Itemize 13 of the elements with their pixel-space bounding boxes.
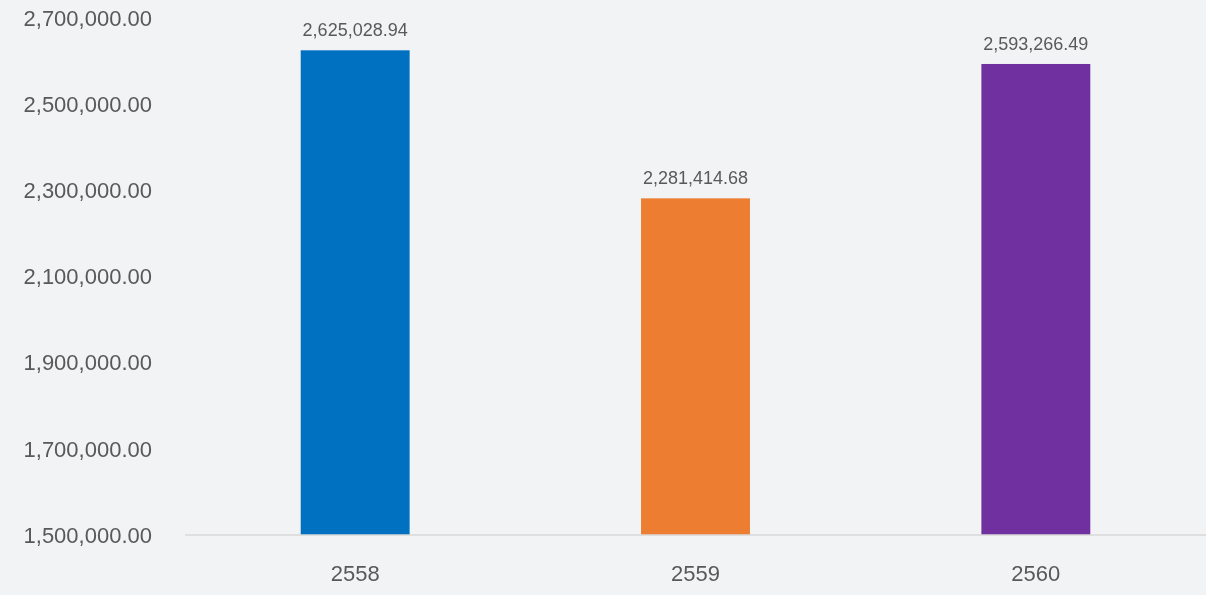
y-tick-label: 2,300,000.00 (23, 178, 152, 204)
y-tick-label: 2,700,000.00 (23, 5, 152, 31)
x-tick-label: 2558 (330, 561, 380, 586)
data-label: 2,625,028.94 (302, 20, 408, 41)
y-tick-label: 1,500,000.00 (23, 522, 152, 548)
y-tick-label: 1,900,000.00 (23, 350, 152, 376)
y-tick-label: 2,500,000.00 (23, 91, 152, 117)
data-label: 2,281,414.68 (642, 168, 749, 189)
data-label: 2,593,266.49 (983, 33, 1089, 54)
y-tick-label: 1,700,000.00 (23, 436, 152, 462)
y-tick-label: 2,100,000.00 (23, 264, 152, 290)
x-tick-label: 2559 (671, 561, 720, 586)
x-tick-label: 2560 (1011, 561, 1061, 586)
